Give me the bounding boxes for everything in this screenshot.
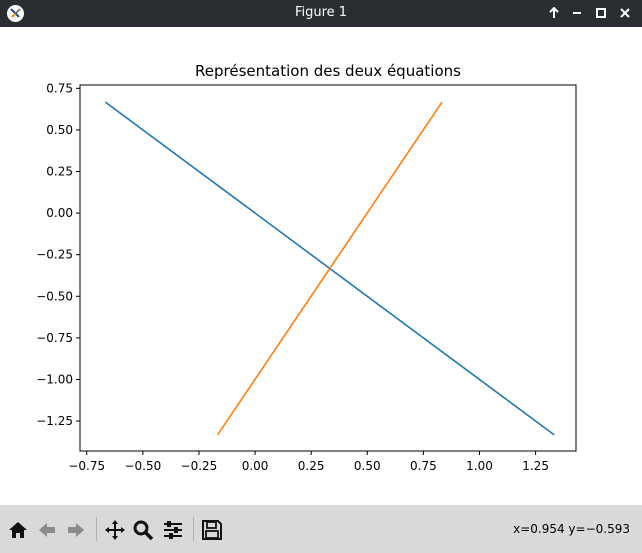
maximize-icon bbox=[596, 8, 606, 18]
series-line-2 bbox=[216, 101, 443, 436]
x-tick-label: 0.50 bbox=[354, 459, 381, 473]
forward-button[interactable] bbox=[64, 518, 88, 542]
x-tick-label: −0.75 bbox=[68, 459, 105, 473]
plot-lines bbox=[104, 101, 555, 436]
zoom-button[interactable] bbox=[131, 518, 155, 542]
pan-icon bbox=[105, 520, 125, 540]
y-tick-label: −0.25 bbox=[36, 248, 73, 262]
toolbar-separator bbox=[193, 517, 194, 541]
y-tick-label: 0.75 bbox=[46, 81, 73, 95]
keep-above-button[interactable] bbox=[544, 3, 564, 23]
minimize-icon bbox=[573, 12, 581, 14]
figure-canvas[interactable]: Représentation des deux équations −0.75−… bbox=[0, 27, 642, 505]
home-button[interactable] bbox=[6, 518, 30, 542]
zoom-icon bbox=[133, 520, 154, 541]
chart-svg: Représentation des deux équations −0.75−… bbox=[36, 62, 577, 473]
chart-title: Représentation des deux équations bbox=[195, 62, 461, 80]
y-axis: 0.75 0.50 0.25 0.00 −0.25 −0.50 −0.75 −1.00 −1.2… bbox=[36, 81, 80, 428]
y-tick-label: −1.00 bbox=[36, 372, 73, 386]
configure-subplots-button[interactable] bbox=[161, 518, 185, 542]
x-tick-label: −0.25 bbox=[181, 459, 218, 473]
x-tick-label: −0.50 bbox=[124, 459, 161, 473]
back-icon bbox=[39, 523, 55, 537]
arrow-up-icon bbox=[549, 7, 559, 18]
x-tick-label: 0.75 bbox=[410, 459, 437, 473]
save-icon bbox=[202, 520, 222, 540]
back-button[interactable] bbox=[35, 518, 59, 542]
y-tick-label: −1.25 bbox=[36, 414, 73, 428]
configure-subplots-icon bbox=[164, 521, 182, 539]
x-tick-label: 1.00 bbox=[466, 459, 493, 473]
app-icon bbox=[7, 5, 24, 22]
axes-frame bbox=[79, 84, 577, 452]
y-tick-label: 0.50 bbox=[46, 123, 73, 137]
x-tick-label: 0.25 bbox=[298, 459, 325, 473]
x-tick-label: 1.25 bbox=[522, 459, 549, 473]
cursor-coordinates: x=0.954 y=−0.593 bbox=[513, 522, 630, 536]
close-icon bbox=[620, 8, 630, 18]
y-tick-label: 0.00 bbox=[46, 206, 73, 220]
y-tick-label: −0.50 bbox=[36, 289, 73, 303]
x-axis: −0.75 −0.50 −0.25 0.00 0.25 0.50 0.75 1.00 1.25 bbox=[68, 451, 549, 473]
home-icon bbox=[9, 522, 27, 538]
navigation-toolbar: x=0.954 y=−0.593 bbox=[0, 505, 642, 553]
y-tick-label: −0.75 bbox=[36, 331, 73, 345]
window-title: Figure 1 bbox=[294, 5, 348, 20]
y-tick-label: 0.25 bbox=[46, 165, 73, 179]
save-button[interactable] bbox=[200, 518, 224, 542]
forward-icon bbox=[68, 523, 84, 537]
close-button[interactable] bbox=[615, 3, 635, 23]
toolbar-separator bbox=[96, 517, 97, 541]
window-titlebar: Figure 1 bbox=[0, 0, 642, 27]
minimize-button[interactable] bbox=[567, 3, 587, 23]
x-tick-label: 0.00 bbox=[242, 459, 269, 473]
pan-button[interactable] bbox=[103, 518, 127, 542]
maximize-button[interactable] bbox=[591, 3, 611, 23]
